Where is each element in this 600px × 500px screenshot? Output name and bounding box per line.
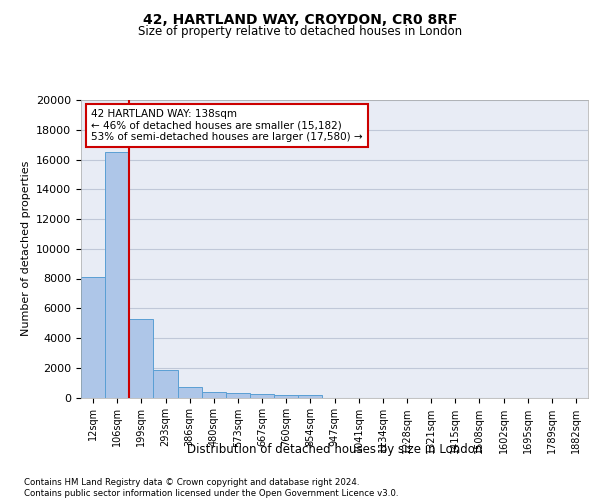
- Text: 42 HARTLAND WAY: 138sqm
← 46% of detached houses are smaller (15,182)
53% of sem: 42 HARTLAND WAY: 138sqm ← 46% of detache…: [91, 109, 363, 142]
- Bar: [105, 152, 129, 398]
- Bar: [178, 387, 202, 398]
- Bar: [250, 394, 274, 398]
- Text: 42, HARTLAND WAY, CROYDON, CR0 8RF: 42, HARTLAND WAY, CROYDON, CR0 8RF: [143, 12, 457, 26]
- Bar: [274, 394, 298, 398]
- Text: Contains HM Land Registry data © Crown copyright and database right 2024.
Contai: Contains HM Land Registry data © Crown c…: [24, 478, 398, 498]
- Bar: [226, 394, 250, 398]
- Bar: [298, 396, 322, 398]
- Text: Size of property relative to detached houses in London: Size of property relative to detached ho…: [138, 25, 462, 38]
- Y-axis label: Number of detached properties: Number of detached properties: [20, 161, 31, 336]
- Bar: [81, 277, 105, 398]
- Bar: [202, 392, 226, 398]
- Bar: [154, 370, 178, 398]
- Text: Distribution of detached houses by size in London: Distribution of detached houses by size …: [187, 442, 482, 456]
- Bar: [129, 318, 154, 398]
